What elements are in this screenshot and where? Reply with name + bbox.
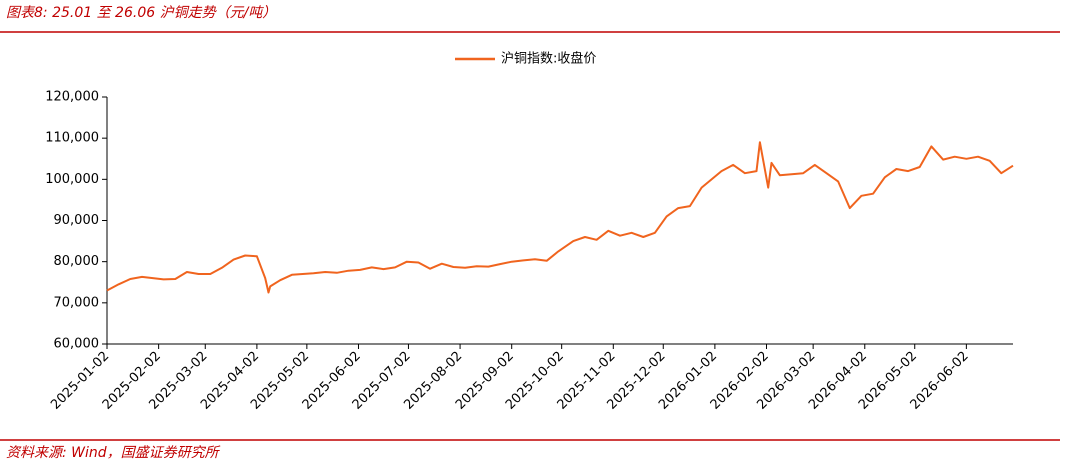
- series-line: [106, 141, 1014, 294]
- y-tick-label: 100,000: [45, 172, 99, 187]
- y-tick-label: 80,000: [54, 254, 100, 269]
- chart-title: 图表8: 25.01 至 26.06 沪铜走势（元/吨）: [6, 5, 276, 21]
- source-note: 资料来源: Wind，国盛证券研究所: [6, 445, 221, 461]
- y-tick-label: 60,000: [54, 337, 100, 352]
- y-tick-label: 70,000: [54, 295, 100, 310]
- y-tick-label: 120,000: [45, 90, 99, 105]
- y-tick-label: 110,000: [45, 131, 99, 146]
- y-tick-label: 90,000: [54, 213, 100, 228]
- legend-label: 沪铜指数:收盘价: [501, 51, 596, 67]
